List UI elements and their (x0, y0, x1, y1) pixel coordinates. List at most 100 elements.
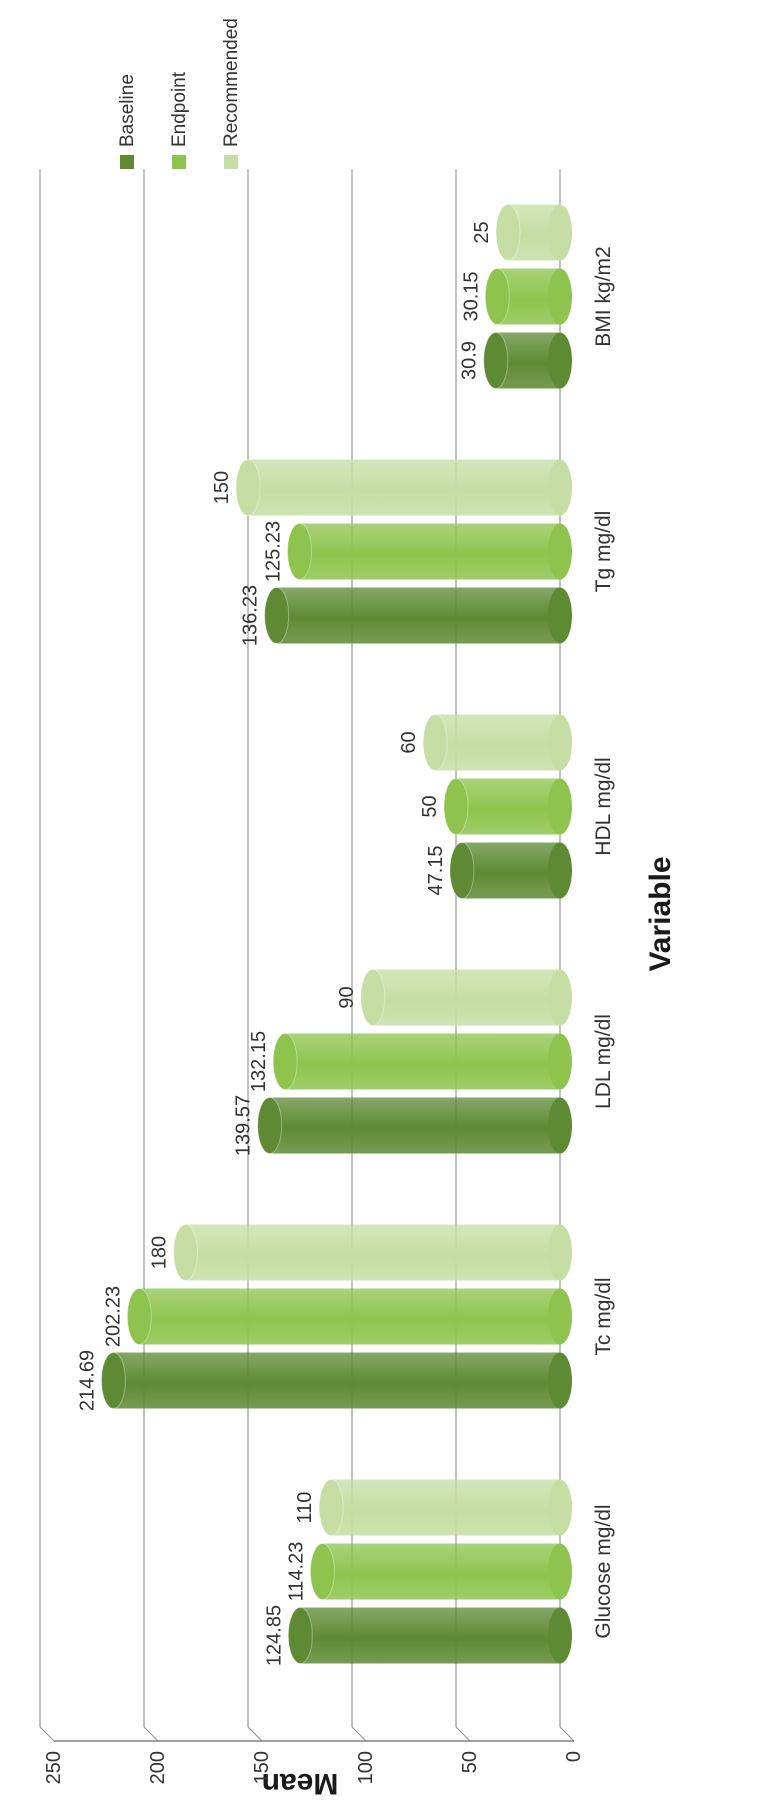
x-axis-title: Variable (644, 856, 677, 971)
bar-body (435, 714, 561, 771)
legend-swatch (172, 155, 186, 169)
y-tick-label: 0 (563, 1751, 585, 1762)
gridline-depth (247, 1726, 263, 1742)
legend-swatch (224, 155, 238, 169)
bar-body (248, 459, 560, 516)
bar-base (548, 714, 572, 771)
bar-top (449, 842, 475, 899)
bar (287, 1607, 572, 1664)
bar-body (508, 204, 560, 261)
y-tick-label: 150 (251, 1751, 273, 1784)
bar-top (422, 714, 448, 771)
data-label: 136.23 (240, 585, 262, 646)
bar-top (100, 1352, 126, 1409)
bar-body (269, 1097, 560, 1154)
bar (443, 778, 572, 835)
gridline-depth (351, 1726, 367, 1742)
bar-top (173, 1224, 199, 1281)
bar (264, 587, 572, 644)
bar-top (287, 1607, 313, 1664)
y-tick-label: 250 (43, 1751, 65, 1784)
data-label: 47.15 (425, 845, 447, 895)
bar-top (443, 778, 469, 835)
y-tick-label: 100 (355, 1751, 377, 1784)
bar (173, 1224, 572, 1281)
bar-base (548, 1352, 572, 1409)
legend-label: Endpoint (169, 71, 190, 147)
category-labels: Glucose mg/dl Tc mg/dl LDL mg/dl HDL mg/dl T… (592, 246, 615, 1638)
bar-base (548, 1224, 572, 1281)
data-label: 180 (149, 1236, 171, 1269)
bar (272, 1033, 572, 1090)
bar-top (484, 268, 510, 325)
data-label: 114.23 (285, 1542, 307, 1602)
bar-top (126, 1288, 152, 1345)
bar-top (483, 332, 509, 389)
bar-base (548, 1543, 572, 1600)
gridline-depth (39, 1726, 55, 1742)
bar-body (113, 1352, 561, 1409)
bar-body (276, 587, 560, 644)
bar-body (495, 332, 560, 389)
bar (484, 268, 572, 325)
data-label: 30.9 (459, 341, 481, 380)
data-label: 124.85 (263, 1605, 285, 1666)
bar-base (548, 1607, 572, 1664)
bar-base (548, 1288, 572, 1345)
data-label: 132.15 (248, 1031, 270, 1092)
bar (495, 204, 572, 261)
bar-body (322, 1543, 561, 1600)
bar-base (548, 332, 572, 389)
y-axis-title: Mean (262, 1767, 339, 1800)
bar-top (318, 1479, 344, 1536)
data-label: 110 (294, 1492, 316, 1524)
bar-body (139, 1288, 560, 1345)
data-label: 90 (336, 986, 358, 1008)
bar-base (548, 587, 572, 644)
bar-top (235, 459, 261, 516)
gridline-depth (143, 1726, 159, 1742)
y-tick-label: 50 (459, 1751, 481, 1773)
bar-top (272, 1033, 298, 1090)
bar-body (456, 778, 560, 835)
data-label: 125.23 (263, 521, 285, 582)
bar (257, 1097, 572, 1154)
bar-top (287, 523, 313, 580)
data-label: 202.23 (102, 1286, 124, 1347)
data-label: 150 (211, 471, 233, 504)
category-label: BMI kg/m2 (592, 246, 615, 346)
bar-base (548, 523, 572, 580)
legend-swatch (120, 155, 134, 169)
data-label: 214.69 (76, 1350, 98, 1411)
bar-body (497, 268, 560, 325)
bar-body (185, 1224, 560, 1281)
bar-top (257, 1097, 283, 1154)
bar-base (548, 204, 572, 261)
bar (126, 1288, 572, 1345)
data-label: 50 (419, 795, 441, 817)
bar (422, 714, 572, 771)
category-label: HDL mg/dl (592, 757, 615, 855)
data-label: 25 (471, 221, 493, 243)
bar-body (331, 1479, 561, 1536)
bar-top (264, 587, 290, 644)
data-label: 60 (398, 731, 420, 753)
bar (100, 1352, 572, 1409)
bar-base (548, 1479, 572, 1536)
bar (360, 969, 572, 1026)
gridline-depth (455, 1726, 471, 1742)
bar-base (548, 459, 572, 516)
bar-base (548, 1097, 572, 1154)
category-label: Glucose mg/dl (592, 1504, 615, 1638)
bar-body (300, 1607, 560, 1664)
bar (235, 459, 572, 516)
bar (483, 332, 572, 389)
bar (318, 1479, 572, 1536)
legend-label: Recommended (221, 18, 242, 147)
bar-body (372, 969, 560, 1026)
category-label: Tg mg/dl (592, 511, 615, 593)
bar (287, 523, 572, 580)
bar (309, 1543, 572, 1600)
